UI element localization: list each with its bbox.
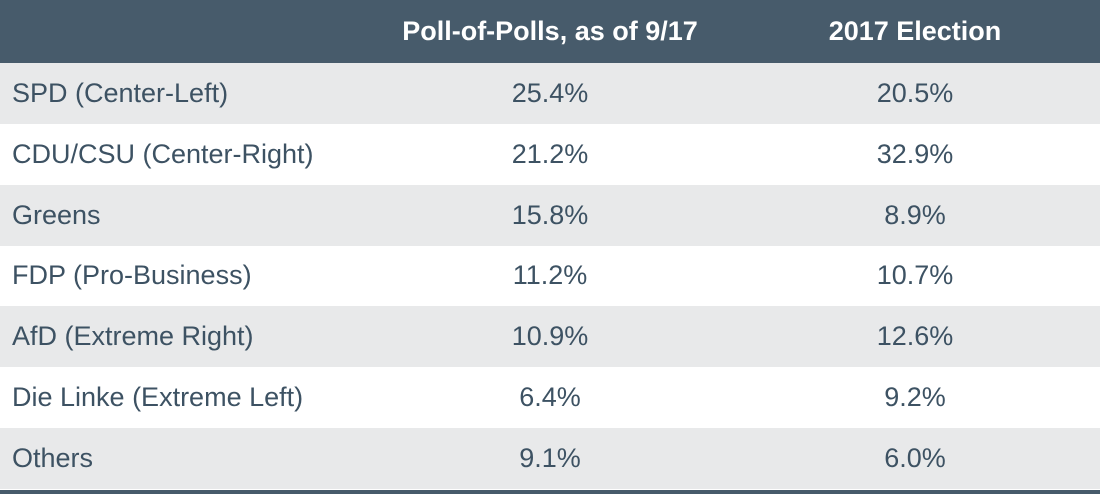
poll-value: 25.4% bbox=[511, 77, 589, 108]
poll-value: 9.1% bbox=[519, 442, 581, 473]
party-name: Greens bbox=[12, 199, 101, 230]
poll-value: 15.8% bbox=[511, 199, 589, 230]
table-header-row: Poll-of-Polls, as of 9/17 2017 Election bbox=[0, 0, 1100, 63]
table-row: Greens 15.8% 8.9% bbox=[0, 184, 1100, 246]
election-value: 9.2% bbox=[884, 382, 946, 413]
poll-value: 21.2% bbox=[511, 138, 589, 169]
table-row: AfD (Extreme Right) 10.9% 12.6% bbox=[0, 306, 1100, 368]
party-name: Die Linke (Extreme Left) bbox=[12, 382, 304, 413]
header-poll-of-polls: Poll-of-Polls, as of 9/17 bbox=[402, 16, 698, 46]
table-row: SPD (Center-Left) 25.4% 20.5% bbox=[0, 63, 1100, 124]
header-2017-election: 2017 Election bbox=[828, 16, 1002, 46]
party-name: Others bbox=[12, 442, 94, 473]
election-value: 20.5% bbox=[876, 77, 954, 108]
party-name: SPD (Center-Left) bbox=[12, 77, 229, 108]
poll-value: 10.9% bbox=[511, 321, 589, 352]
election-value: 10.7% bbox=[876, 260, 954, 291]
table-row: Others 9.1% 6.0% bbox=[0, 428, 1100, 489]
table-row: Die Linke (Extreme Left) 6.4% 9.2% bbox=[0, 367, 1100, 429]
election-value: 6.0% bbox=[884, 442, 946, 473]
party-name: AfD (Extreme Right) bbox=[12, 321, 254, 352]
party-name: CDU/CSU (Center-Right) bbox=[12, 138, 314, 169]
election-value: 8.9% bbox=[884, 199, 946, 230]
election-value: 32.9% bbox=[876, 138, 954, 169]
table-row: CDU/CSU (Center-Right) 21.2% 32.9% bbox=[0, 123, 1100, 185]
election-value: 12.6% bbox=[876, 321, 954, 352]
poll-value: 6.4% bbox=[519, 382, 581, 413]
table-row: FDP (Pro-Business) 11.2% 10.7% bbox=[0, 245, 1100, 307]
party-name: FDP (Pro-Business) bbox=[12, 260, 252, 291]
poll-value: 11.2% bbox=[512, 260, 588, 291]
